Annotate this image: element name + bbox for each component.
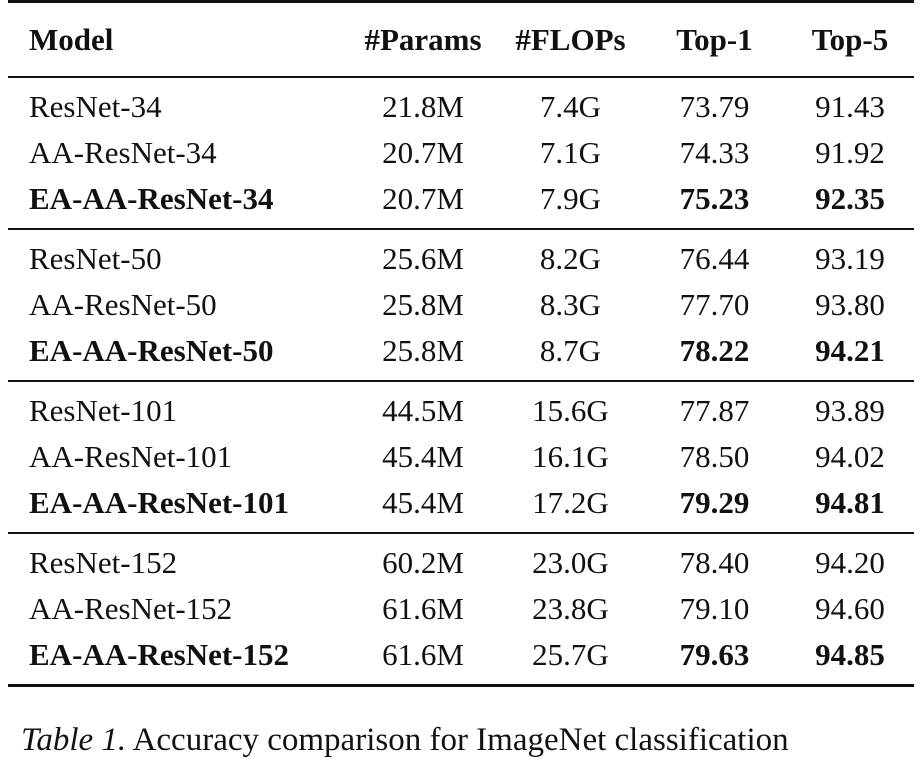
cell-flops: 7.4G: [539, 89, 602, 124]
cell-flops: 15.6G: [532, 393, 609, 428]
table-row: ResNet-34 21.8M 7.4G 73.79 91.43: [8, 77, 914, 130]
table-row: AA-ResNet-101 45.4M 16.1G 78.50 94.02: [8, 434, 914, 480]
header-params: #Params: [364, 21, 482, 57]
cell-params: 25.6M: [382, 241, 464, 276]
cell-top1: 77.87: [679, 393, 750, 428]
table-group: ResNet-50 25.6M 8.2G 76.44 93.19 AA-ResNet-50…: [8, 229, 914, 381]
cell-model: EA-AA-ResNet-101: [29, 485, 289, 520]
caption-label: Table 1.: [21, 722, 127, 758]
cell-top1: 78.50: [679, 439, 750, 474]
header-row: Model #Params #FLOPs Top-1 Top-5: [8, 1, 914, 77]
cell-top5: 94.81: [815, 485, 885, 520]
cell-model: ResNet-50: [29, 241, 162, 276]
cell-model: AA-ResNet-101: [29, 439, 233, 474]
cell-model: ResNet-101: [29, 393, 178, 428]
table-group: ResNet-152 60.2M 23.0G 78.40 94.20 AA-ResNet-…: [8, 533, 914, 686]
results-table: Model #Params #FLOPs Top-1 Top-5 ResNet-…: [8, 0, 914, 687]
cell-top1: 75.23: [679, 181, 750, 216]
table-row: AA-ResNet-34 20.7M 7.1G 74.33 91.92: [8, 130, 914, 176]
cell-flops: 23.0G: [532, 545, 609, 580]
cell-top1: 79.10: [679, 591, 750, 626]
table-group: ResNet-101 44.5M 15.6G 77.87 93.89 AA-ResNet-…: [8, 381, 914, 533]
cell-model: ResNet-34: [29, 89, 162, 124]
cell-top5: 93.19: [815, 241, 885, 276]
cell-model: AA-ResNet-50: [29, 287, 217, 322]
header-flops: #FLOPs: [515, 21, 626, 57]
cell-top5: 91.43: [815, 89, 885, 124]
cell-flops: 7.9G: [539, 181, 602, 216]
cell-flops: 25.7G: [532, 637, 609, 672]
results-table-container: Model #Params #FLOPs Top-1 Top-5 ResNet-…: [8, 0, 914, 687]
cell-top1: 76.44: [679, 241, 750, 276]
cell-top1: 74.33: [679, 135, 750, 170]
cell-model: EA-AA-ResNet-50: [29, 333, 274, 368]
cell-top1: 78.40: [679, 545, 750, 580]
cell-top1: 77.70: [679, 287, 750, 322]
cell-top5: 94.02: [815, 439, 885, 474]
cell-flops: 7.1G: [539, 135, 602, 170]
cell-params: 61.6M: [382, 637, 464, 672]
cell-top5: 94.20: [815, 545, 885, 580]
table-row: AA-ResNet-50 25.8M 8.3G 77.70 93.80: [8, 282, 914, 328]
cell-params: 20.7M: [382, 135, 464, 170]
cell-flops: 23.8G: [532, 591, 609, 626]
cell-params: 45.4M: [382, 439, 464, 474]
cell-top5: 94.21: [815, 333, 885, 368]
cell-top1: 73.79: [679, 89, 750, 124]
caption-text: Accuracy comparison for ImageNet classif…: [132, 722, 789, 758]
cell-params: 25.8M: [382, 333, 464, 368]
cell-top1: 79.29: [679, 485, 750, 520]
cell-top1: 78.22: [679, 333, 750, 368]
cell-params: 61.6M: [382, 591, 464, 626]
cell-model: ResNet-152: [29, 545, 178, 580]
cell-flops: 8.2G: [539, 241, 602, 276]
cell-flops: 8.3G: [539, 287, 602, 322]
table-group: ResNet-34 21.8M 7.4G 73.79 91.43 AA-ResNet-34…: [8, 77, 914, 229]
table-row: EA-AA-ResNet-101 45.4M 17.2G 79.29 94.81: [8, 480, 914, 533]
cell-top5: 94.60: [815, 591, 885, 626]
cell-params: 45.4M: [382, 485, 464, 520]
cell-top5: 93.80: [815, 287, 885, 322]
cell-params: 25.8M: [382, 287, 464, 322]
table-row: ResNet-101 44.5M 15.6G 77.87 93.89: [8, 381, 914, 434]
cell-params: 60.2M: [382, 545, 464, 580]
header-model: Model: [29, 21, 114, 57]
cell-top5: 91.92: [815, 135, 885, 170]
table-row: EA-AA-ResNet-152 61.6M 25.7G 79.63 94.85: [8, 632, 914, 686]
table-row: EA-AA-ResNet-50 25.8M 8.7G 78.22 94.21: [8, 328, 914, 381]
table-caption: Table 1. Accuracy comparison for ImageNe…: [21, 722, 789, 759]
cell-flops: 8.7G: [539, 333, 602, 368]
table-row: ResNet-50 25.6M 8.2G 76.44 93.19: [8, 229, 914, 282]
cell-top5: 92.35: [815, 181, 885, 216]
cell-flops: 17.2G: [532, 485, 609, 520]
cell-model: AA-ResNet-34: [29, 135, 217, 170]
cell-flops: 16.1G: [532, 439, 609, 474]
cell-model: AA-ResNet-152: [29, 591, 233, 626]
cell-model: EA-AA-ResNet-152: [29, 637, 289, 672]
cell-params: 44.5M: [382, 393, 464, 428]
cell-model: EA-AA-ResNet-34: [29, 181, 274, 216]
header-top1: Top-1: [676, 21, 753, 57]
cell-top1: 79.63: [679, 637, 750, 672]
table-row: ResNet-152 60.2M 23.0G 78.40 94.20: [8, 533, 914, 586]
header-top5: Top-5: [811, 21, 889, 57]
table-row: EA-AA-ResNet-34 20.7M 7.9G 75.23 92.35: [8, 176, 914, 229]
cell-top5: 93.89: [815, 393, 885, 428]
cell-params: 20.7M: [382, 181, 464, 216]
cell-top5: 94.85: [815, 637, 885, 672]
table-header: Model #Params #FLOPs Top-1 Top-5: [8, 1, 914, 77]
table-row: AA-ResNet-152 61.6M 23.8G 79.10 94.60: [8, 586, 914, 632]
cell-params: 21.8M: [382, 89, 464, 124]
